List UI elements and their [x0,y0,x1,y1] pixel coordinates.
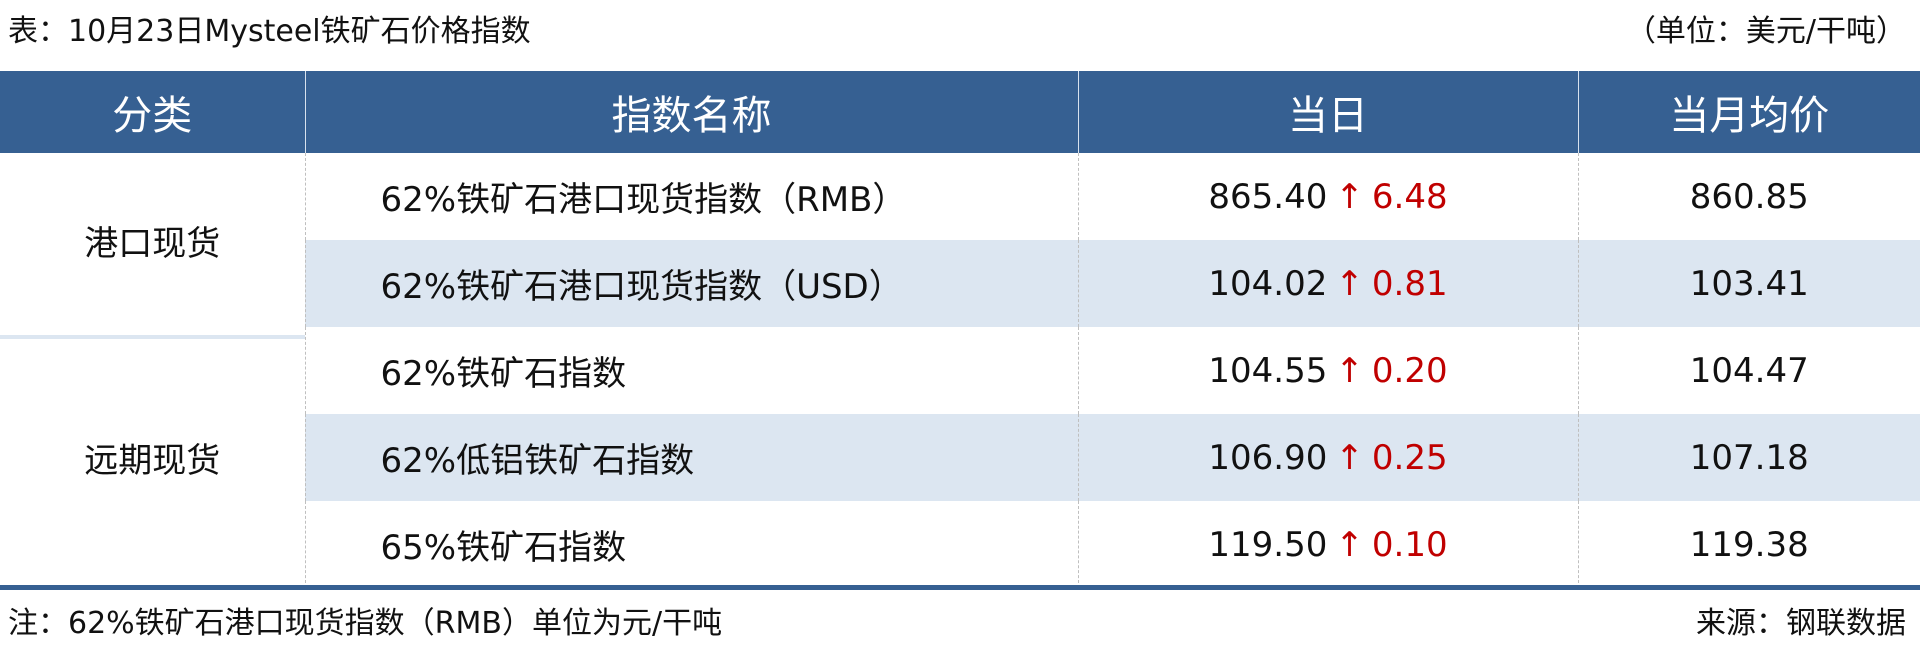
unit-label: （单位：美元/干吨） [1625,14,1906,49]
header-category: 分类 [0,71,305,153]
today-value: 104.02 [1208,263,1328,304]
index-name: 62%低铝铁矿石指数 [304,414,1078,501]
table-row: 62%铁矿石港口现货指数（USD） 104.02 ↑ 0.81 103.41 [0,240,1920,327]
arrow-up-icon: ↑ [1335,524,1364,565]
table-row: 62%低铝铁矿石指数 106.90 ↑ 0.25 107.18 [0,414,1920,501]
today-cell: 119.50 ↑ 0.10 [1077,501,1578,588]
price-index-table: 分类 指数名称 当日 当月均价 港口现货 62%铁矿石港口现货指数（RMB） 8… [0,71,1920,588]
monthly-avg: 119.38 [1577,501,1920,588]
change-value: 6.48 [1371,176,1448,217]
monthly-avg: 103.41 [1577,240,1920,327]
index-name: 65%铁矿石指数 [304,501,1078,588]
arrow-up-icon: ↑ [1335,176,1364,217]
header-monthly-avg: 当月均价 [1577,71,1920,153]
today-cell: 865.40 ↑ 6.48 [1077,153,1578,240]
today-cell: 104.02 ↑ 0.81 [1077,240,1578,327]
arrow-up-icon: ↑ [1335,350,1364,391]
table-row: 65%铁矿石指数 119.50 ↑ 0.10 119.38 [0,501,1920,588]
table-bottom-border [0,585,1920,590]
category-cell: 港口现货 [0,153,305,327]
today-cell: 104.55 ↑ 0.20 [1077,327,1578,414]
arrow-up-icon: ↑ [1335,263,1364,304]
index-name: 62%铁矿石港口现货指数（USD） [304,240,1078,327]
today-cell: 106.90 ↑ 0.25 [1077,414,1578,501]
change-value: 0.25 [1371,437,1448,478]
footnote: 注：62%铁矿石港口现货指数（RMB）单位为元/干吨 [8,606,723,641]
today-value: 119.50 [1208,524,1328,565]
table-row: 港口现货 62%铁矿石港口现货指数（RMB） 865.40 ↑ 6.48 860.8… [0,153,1920,327]
monthly-avg: 860.85 [1577,153,1920,240]
table-row: 远期现货 62%铁矿石指数 104.55 ↑ 0.20 104.47 [0,327,1920,588]
index-name: 62%铁矿石指数 [304,327,1078,414]
monthly-avg: 107.18 [1577,414,1920,501]
arrow-up-icon: ↑ [1335,437,1364,478]
index-name: 62%铁矿石港口现货指数（RMB） [304,153,1078,240]
source-label: 来源：钢联数据 [1696,606,1906,641]
group-divider [0,335,305,339]
change-value: 0.10 [1371,524,1448,565]
table-title: 表：10月23日Mysteel铁矿石价格指数 [8,14,531,49]
change-value: 0.20 [1371,350,1448,391]
today-value: 104.55 [1208,350,1328,391]
change-value: 0.81 [1371,263,1448,304]
header-index-name: 指数名称 [304,71,1078,153]
header-row: 分类 指数名称 当日 当月均价 [0,71,1920,153]
header-today: 当日 [1077,71,1578,153]
today-value: 865.40 [1208,176,1328,217]
category-cell: 远期现货 [0,327,305,588]
monthly-avg: 104.47 [1577,327,1920,414]
today-value: 106.90 [1208,437,1328,478]
